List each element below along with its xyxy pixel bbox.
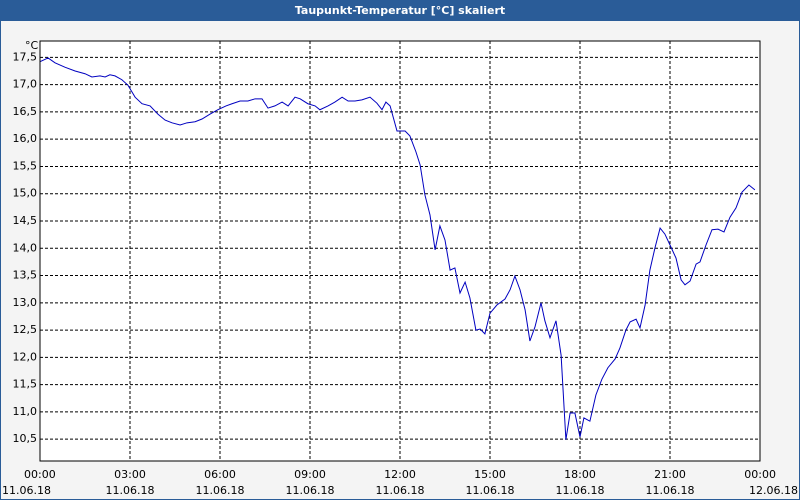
x-tick-label: 21:00 — [654, 468, 686, 481]
x-tick-date: 11.06.18 — [556, 484, 605, 497]
y-tick-label: 11,0 — [13, 405, 38, 418]
y-tick-label: 16,5 — [13, 105, 38, 118]
x-tick-date: 11.06.18 — [106, 484, 155, 497]
x-tick-label: 09:00 — [294, 468, 326, 481]
plot-border — [39, 40, 761, 462]
y-tick-label: 13,5 — [13, 269, 38, 282]
y-tick-label: 11,5 — [13, 378, 38, 391]
y-tick-label: 14,0 — [13, 241, 38, 254]
y-tick-label: 12,0 — [13, 350, 38, 363]
series-line — [39, 57, 756, 440]
y-tick-label: 16,0 — [13, 132, 38, 145]
y-tick-label: 17,0 — [13, 78, 38, 91]
x-tick-date: 12.06.18 — [749, 484, 798, 497]
y-tick-label: 10,5 — [13, 432, 38, 445]
x-tick-label: 03:00 — [114, 468, 146, 481]
title-bar: Taupunkt-Temperatur [°C] skaliert — [1, 1, 799, 21]
y-tick-label: 15,0 — [13, 187, 38, 200]
x-tick-label: 06:00 — [204, 468, 236, 481]
x-tick-date: 11.06.18 — [196, 484, 245, 497]
y-tick-label: 15,5 — [13, 159, 38, 172]
x-tick-date: 11.06.18 — [646, 484, 695, 497]
y-tick-label: 17,5 — [13, 50, 38, 63]
x-tick-label: 12:00 — [384, 468, 416, 481]
x-tick-date: 11.06.18 — [286, 484, 335, 497]
x-tick-date: 11.06.18 — [2, 484, 51, 497]
y-tick-label: 14,5 — [13, 214, 38, 227]
unit-label: °C — [25, 39, 39, 52]
x-tick-label: 00:00 — [24, 468, 56, 481]
y-tick-label: 12,5 — [13, 323, 38, 336]
x-tick-label: 00:00 — [744, 468, 776, 481]
x-tick-label: 15:00 — [474, 468, 506, 481]
x-tick-label: 18:00 — [564, 468, 596, 481]
x-tick-date: 11.06.18 — [466, 484, 515, 497]
x-tick-date: 11.06.18 — [376, 484, 425, 497]
y-tick-label: 13,0 — [13, 296, 38, 309]
